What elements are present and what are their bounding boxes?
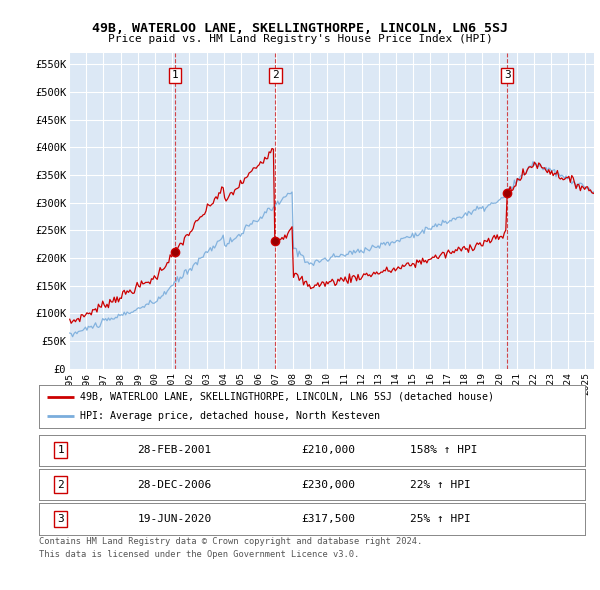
Text: 49B, WATERLOO LANE, SKELLINGTHORPE, LINCOLN, LN6 5SJ (detached house): 49B, WATERLOO LANE, SKELLINGTHORPE, LINC… (80, 392, 494, 402)
Text: 158% ↑ HPI: 158% ↑ HPI (410, 445, 478, 455)
Text: 3: 3 (504, 70, 511, 80)
Text: 22% ↑ HPI: 22% ↑ HPI (410, 480, 471, 490)
Text: £210,000: £210,000 (301, 445, 355, 455)
Text: 19-JUN-2020: 19-JUN-2020 (137, 514, 212, 524)
Text: 28-DEC-2006: 28-DEC-2006 (137, 480, 212, 490)
Text: 49B, WATERLOO LANE, SKELLINGTHORPE, LINCOLN, LN6 5SJ: 49B, WATERLOO LANE, SKELLINGTHORPE, LINC… (92, 22, 508, 35)
Text: 28-FEB-2001: 28-FEB-2001 (137, 445, 212, 455)
Text: Price paid vs. HM Land Registry's House Price Index (HPI): Price paid vs. HM Land Registry's House … (107, 34, 493, 44)
Text: £317,500: £317,500 (301, 514, 355, 524)
Text: 1: 1 (58, 445, 64, 455)
Text: 2: 2 (272, 70, 279, 80)
Text: 1: 1 (172, 70, 178, 80)
Text: 25% ↑ HPI: 25% ↑ HPI (410, 514, 471, 524)
Text: This data is licensed under the Open Government Licence v3.0.: This data is licensed under the Open Gov… (39, 550, 359, 559)
Text: Contains HM Land Registry data © Crown copyright and database right 2024.: Contains HM Land Registry data © Crown c… (39, 537, 422, 546)
Text: 3: 3 (58, 514, 64, 524)
Text: £230,000: £230,000 (301, 480, 355, 490)
Text: 2: 2 (58, 480, 64, 490)
Text: HPI: Average price, detached house, North Kesteven: HPI: Average price, detached house, Nort… (80, 411, 380, 421)
